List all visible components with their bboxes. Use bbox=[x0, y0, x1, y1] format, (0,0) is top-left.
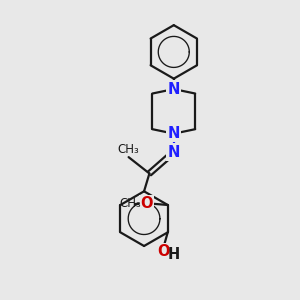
Text: N: N bbox=[168, 145, 180, 160]
Text: CH₃: CH₃ bbox=[117, 142, 139, 156]
Text: N: N bbox=[168, 126, 180, 141]
Text: H: H bbox=[168, 247, 180, 262]
Text: O: O bbox=[140, 196, 153, 211]
Text: CH₃: CH₃ bbox=[119, 197, 141, 210]
Text: O: O bbox=[157, 244, 169, 259]
Text: N: N bbox=[168, 82, 180, 97]
